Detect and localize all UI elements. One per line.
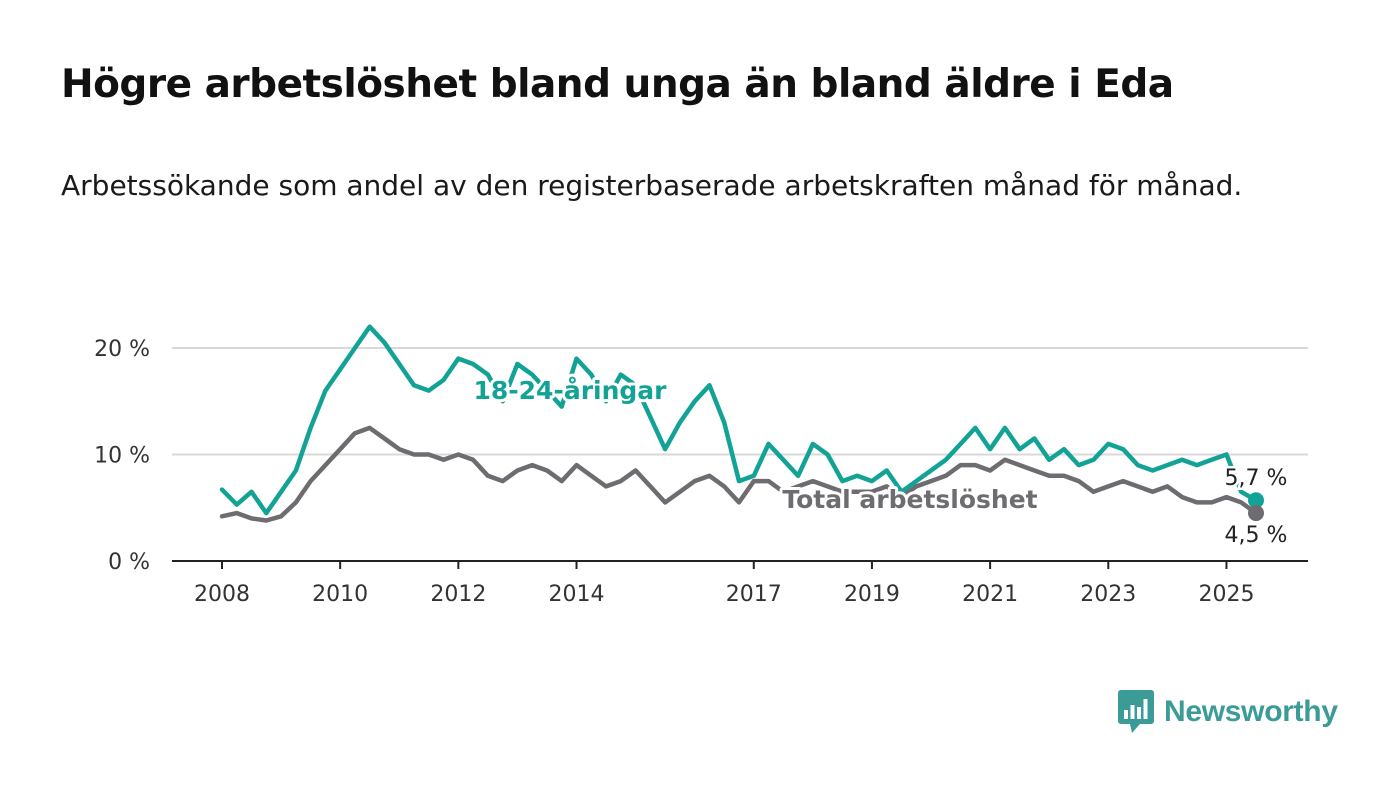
x-tick-label: 2023 bbox=[1080, 582, 1136, 607]
series-label-youth: 18-24-åringar bbox=[474, 376, 668, 405]
y-tick-label: 0 % bbox=[108, 550, 150, 575]
x-tick-label: 2014 bbox=[549, 582, 605, 607]
x-tick-label: 2021 bbox=[962, 582, 1018, 607]
series-end-marker-total bbox=[1248, 505, 1264, 522]
newsworthy-brand[interactable]: Newsworthy bbox=[1118, 690, 1338, 734]
x-tick-label: 2017 bbox=[726, 582, 782, 607]
x-tick-label: 2010 bbox=[312, 582, 368, 607]
newsworthy-chart-logo-icon bbox=[1118, 690, 1154, 733]
series-label-total: Total arbetslöshet bbox=[782, 485, 1037, 514]
x-tick-label: 2012 bbox=[430, 582, 486, 607]
x-tick-label: 2019 bbox=[844, 582, 900, 607]
series-line-youth bbox=[219, 324, 1259, 516]
x-tick-label: 2008 bbox=[194, 582, 250, 607]
series-end-marker-youth bbox=[1248, 492, 1264, 509]
chart-subtitle: Arbetssökande som andel av den registerb… bbox=[61, 169, 1243, 202]
end-value-label-youth: 5,7 % bbox=[1225, 466, 1288, 491]
brand-name: Newsworthy bbox=[1164, 695, 1338, 728]
y-tick-label: 10 % bbox=[94, 444, 150, 469]
y-tick-label: 20 % bbox=[94, 337, 150, 362]
chart-title: Högre arbetslöshet bland unga än bland ä… bbox=[61, 62, 1174, 107]
end-value-label-total: 4,5 % bbox=[1225, 523, 1288, 548]
x-tick-label: 2025 bbox=[1198, 582, 1254, 607]
series-line-total bbox=[219, 425, 1259, 523]
